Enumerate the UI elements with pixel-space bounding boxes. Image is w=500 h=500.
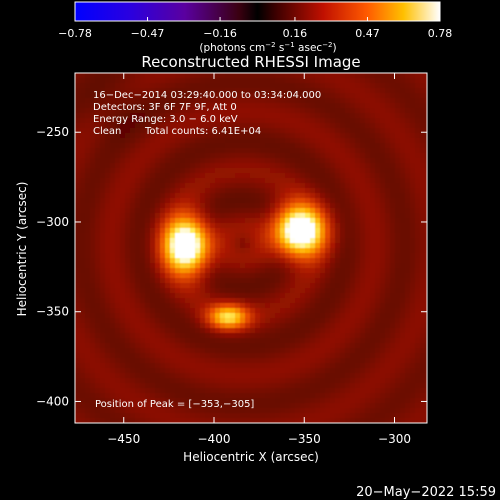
colorbar-tick-label: 0.16	[283, 27, 308, 40]
colorbar-tick-label: −0.47	[131, 27, 165, 40]
y-axis-label: Heliocentric Y (arcsec)	[15, 182, 29, 317]
x-tick-label: −350	[288, 432, 321, 446]
colorbar-tick-label: 0.78	[428, 27, 453, 40]
chart-title: Reconstructed RHESSI Image	[141, 53, 360, 71]
annotation-method: Clean	[93, 126, 121, 137]
colorbar-ticks: −0.78 −0.47 −0.16 0.16 0.47 0.78	[58, 17, 452, 40]
y-tick-label: −350	[36, 305, 69, 319]
annotation-detectors: Detectors: 3F 6F 7F 9F, Att 0	[93, 102, 237, 113]
x-axis-label: Heliocentric X (arcsec)	[183, 450, 319, 464]
heatmap-area	[75, 73, 427, 423]
y-tick-label: −400	[36, 394, 69, 408]
colorbar-tick-label: 0.47	[355, 27, 380, 40]
axis-ticks: −450 −400 −350 −300 −250 −300 −350 −400	[36, 73, 427, 446]
x-tick-label: −300	[378, 432, 411, 446]
colorbar-unit-label: (photons cm−2 s−1 asec−2)	[199, 41, 336, 54]
annotation-time-range: 16−Dec−2014 03:29:40.000 to 03:34:04.000	[93, 90, 321, 101]
y-tick-label: −300	[36, 215, 69, 229]
x-tick-label: −450	[107, 432, 140, 446]
x-tick-label: −400	[198, 432, 231, 446]
footer-date: 20−May−2022 15:59	[356, 485, 496, 500]
plot-frame	[74, 72, 428, 424]
y-tick-label: −250	[36, 125, 69, 139]
colorbar-tick-label: −0.78	[58, 27, 92, 40]
annotation-counts: Total counts: 6.41E+04	[144, 126, 261, 137]
colorbar-tick-label: −0.16	[203, 27, 237, 40]
colorbar	[74, 1, 441, 22]
heatmap-image	[75, 73, 427, 423]
annotation-energy: Energy Range: 3.0 − 6.0 keV	[93, 114, 238, 125]
annotation-peak-position: Position of Peak = [−353,−305]	[95, 399, 254, 410]
